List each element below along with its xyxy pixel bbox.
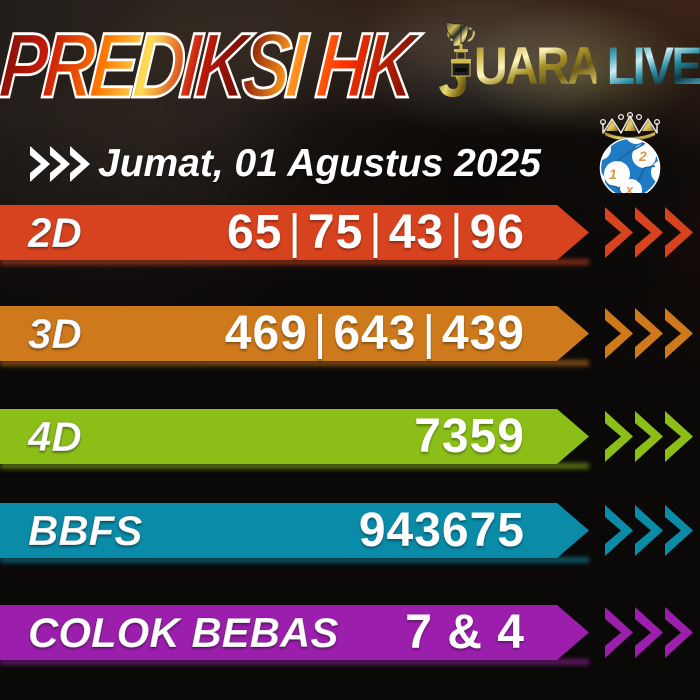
svg-text:2: 2: [638, 148, 647, 164]
svg-text:1: 1: [609, 166, 617, 182]
svg-text:x: x: [625, 182, 634, 193]
